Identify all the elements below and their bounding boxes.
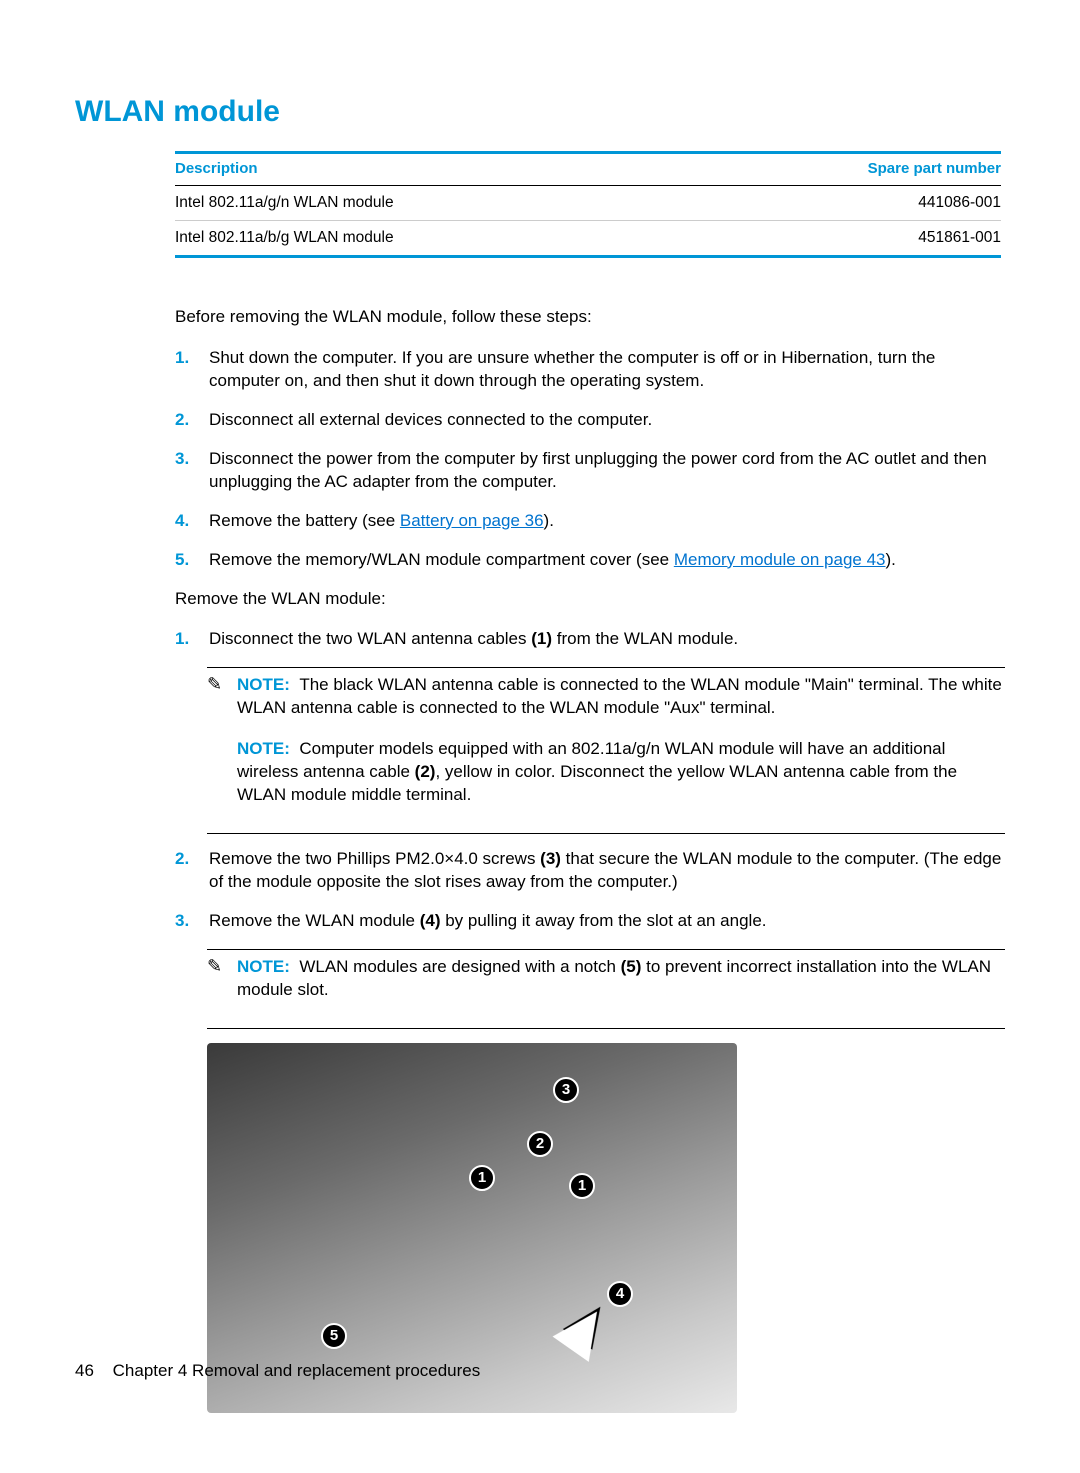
col-description: Description <box>175 160 258 177</box>
note-block: ✎ NOTE: The black WLAN antenna cable is … <box>207 667 1005 834</box>
step-text: Remove the WLAN module (4) by pulling it… <box>209 910 1005 933</box>
list-item: 4. Remove the battery (see Battery on pa… <box>175 510 1005 533</box>
cell-description: Intel 802.11a/g/n WLAN module <box>175 194 394 212</box>
step-text: Remove the memory/WLAN module compartmen… <box>209 549 1005 572</box>
step-number: 2. <box>175 848 209 894</box>
step-text: Remove the two Phillips PM2.0×4.0 screws… <box>209 848 1005 894</box>
parts-table: Description Spare part number Intel 802.… <box>175 151 1001 258</box>
step-number: 3. <box>175 910 209 933</box>
prep-steps: 1. Shut down the computer. If you are un… <box>175 347 1005 572</box>
note-label: NOTE: <box>237 739 290 758</box>
note-label: NOTE: <box>237 675 290 694</box>
table-row: Intel 802.11a/b/g WLAN module 451861-001 <box>175 220 1001 255</box>
callout-2: 2 <box>527 1131 553 1157</box>
note-icon: ✎ <box>207 674 237 825</box>
intro-paragraph: Before removing the WLAN module, follow … <box>175 306 1005 329</box>
step-number: 4. <box>175 510 209 533</box>
note-text: NOTE: The black WLAN antenna cable is co… <box>237 674 1005 825</box>
step-number: 3. <box>175 448 209 494</box>
remove-steps-2: 2. Remove the two Phillips PM2.0×4.0 scr… <box>175 848 1005 933</box>
step-text: Disconnect all external devices connecte… <box>209 409 1005 432</box>
arrow-icon <box>563 1296 615 1349</box>
step-text: Disconnect the power from the computer b… <box>209 448 1005 494</box>
callout-3: 3 <box>553 1077 579 1103</box>
cell-spare: 441086-001 <box>918 194 1001 212</box>
list-item: 1. Shut down the computer. If you are un… <box>175 347 1005 393</box>
chapter-title: Chapter 4 Removal and replacement proced… <box>113 1361 481 1380</box>
note-label: NOTE: <box>237 957 290 976</box>
cell-spare: 451861-001 <box>918 229 1001 247</box>
section-title: WLAN module <box>75 95 1005 129</box>
table-row: Intel 802.11a/g/n WLAN module 441086-001 <box>175 186 1001 220</box>
note-icon: ✎ <box>207 956 237 1020</box>
list-item: 3. Remove the WLAN module (4) by pulling… <box>175 910 1005 933</box>
page-footer: 46 Chapter 4 Removal and replacement pro… <box>75 1361 480 1381</box>
list-item: 2. Disconnect all external devices conne… <box>175 409 1005 432</box>
figure-image: 112345 <box>207 1043 737 1413</box>
note-block: ✎ NOTE: WLAN modules are designed with a… <box>207 949 1005 1029</box>
body-text: Before removing the WLAN module, follow … <box>175 306 1005 1413</box>
table-header-row: Description Spare part number <box>175 154 1001 186</box>
list-item: 1. Disconnect the two WLAN antenna cable… <box>175 628 1005 651</box>
figure: 112345 <box>207 1043 1005 1413</box>
list-item: 5. Remove the memory/WLAN module compart… <box>175 549 1005 572</box>
page-number: 46 <box>75 1361 94 1380</box>
callout-1: 1 <box>469 1165 495 1191</box>
step-number: 5. <box>175 549 209 572</box>
cell-description: Intel 802.11a/b/g WLAN module <box>175 229 394 247</box>
col-spare: Spare part number <box>868 160 1001 177</box>
step-number: 1. <box>175 628 209 651</box>
step-number: 1. <box>175 347 209 393</box>
step-text: Shut down the computer. If you are unsur… <box>209 347 1005 393</box>
remove-intro: Remove the WLAN module: <box>175 588 1005 611</box>
callout-4: 4 <box>607 1281 633 1307</box>
list-item: 2. Remove the two Phillips PM2.0×4.0 scr… <box>175 848 1005 894</box>
memory-module-link[interactable]: Memory module on page 43 <box>674 550 886 569</box>
step-number: 2. <box>175 409 209 432</box>
battery-link[interactable]: Battery on page 36 <box>400 511 544 530</box>
step-text: Disconnect the two WLAN antenna cables (… <box>209 628 1005 651</box>
note-text: NOTE: WLAN modules are designed with a n… <box>237 956 1005 1020</box>
remove-steps: 1. Disconnect the two WLAN antenna cable… <box>175 628 1005 651</box>
step-text: Remove the battery (see Battery on page … <box>209 510 1005 533</box>
list-item: 3. Disconnect the power from the compute… <box>175 448 1005 494</box>
callout-1: 1 <box>569 1173 595 1199</box>
callout-5: 5 <box>321 1323 347 1349</box>
